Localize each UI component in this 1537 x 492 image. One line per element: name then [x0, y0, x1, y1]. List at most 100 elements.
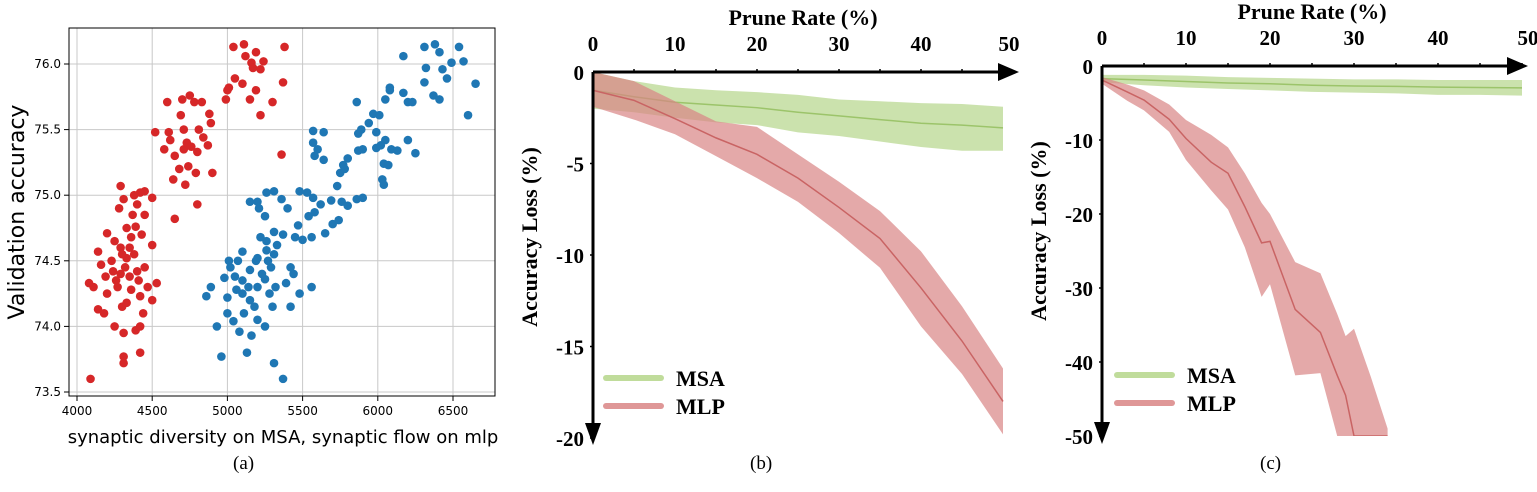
- scatter-point-red: [122, 223, 131, 233]
- mean-line-msa: [1102, 77, 1522, 89]
- scatter-point-blue: [239, 308, 249, 318]
- scatter-point-red: [194, 125, 204, 134]
- scatter-point-red: [197, 97, 207, 107]
- legend-label-mlp: MLP: [676, 394, 725, 419]
- scatter-point-red: [86, 374, 95, 384]
- scatter-point-blue: [253, 315, 262, 325]
- scatter-point-blue: [277, 194, 286, 204]
- scatter-point-red: [119, 328, 128, 338]
- scatter-point-red: [239, 40, 249, 49]
- scatter-point-red: [164, 127, 174, 137]
- x-tick-label: 50: [1518, 26, 1537, 50]
- scatter-point-red: [165, 135, 175, 145]
- scatter-point-red: [138, 308, 148, 318]
- scatter-point-red: [129, 249, 139, 259]
- scatter-point-blue: [384, 160, 393, 170]
- scatter-point-red: [191, 168, 201, 178]
- x-axis-title: Prune Rate (%): [728, 5, 877, 30]
- scatter-point-blue: [420, 42, 429, 52]
- scatter-point-red: [93, 247, 103, 256]
- scatter-point-red: [126, 232, 136, 242]
- scatter-point-blue: [343, 201, 353, 210]
- plot-area: [593, 72, 1004, 435]
- scatter-point-blue: [319, 155, 328, 165]
- scatter-point-blue: [242, 348, 252, 357]
- x-tick-label: 5500: [287, 404, 318, 418]
- x-axis-title: Prune Rate (%): [1237, 0, 1386, 24]
- scatter-point-red: [180, 180, 190, 190]
- scatter-point-red: [126, 285, 136, 294]
- x-tick-label: 30: [1344, 26, 1365, 50]
- scatter-point-blue: [358, 193, 368, 203]
- scatter-point-red: [143, 282, 152, 292]
- scatter-point-blue: [302, 188, 312, 197]
- scatter-point-blue: [250, 302, 259, 312]
- scatter-point-red: [203, 141, 213, 150]
- x-tick-label: 5000: [212, 404, 243, 418]
- scatter-point-blue: [251, 256, 261, 266]
- scatter-point-red: [135, 291, 145, 301]
- scatter-point-blue: [371, 127, 381, 137]
- scatter-point-blue: [202, 291, 211, 301]
- scatter-point-red: [280, 42, 289, 52]
- confidence-band-mlp: [593, 72, 1003, 435]
- scatter-point-blue: [364, 118, 374, 128]
- scatter-point-blue: [307, 282, 316, 292]
- x-tick-label: 40: [911, 32, 932, 56]
- scatter-point-red: [96, 260, 106, 270]
- scatter-point-red: [152, 278, 162, 288]
- scatter-point-blue: [308, 193, 318, 203]
- scatter-point-blue: [358, 144, 368, 154]
- caption-a: (a): [233, 453, 255, 474]
- scatter-point-red: [117, 249, 127, 259]
- scatter-point-red: [131, 222, 140, 231]
- x-tick-label: 0: [1097, 26, 1108, 50]
- scatter-point-blue: [233, 256, 243, 266]
- scatter-point-red: [119, 352, 128, 361]
- scatter-point-red: [116, 181, 125, 191]
- scatter-point-red: [135, 188, 145, 197]
- scatter-point-red: [150, 127, 160, 137]
- scatter-point-blue: [381, 95, 390, 104]
- scatter-point-red: [147, 295, 157, 305]
- scatter-point-blue: [320, 228, 330, 238]
- scatter-point-blue: [289, 269, 298, 279]
- scatter-point-red: [122, 298, 131, 308]
- scatter-point-red: [248, 63, 258, 73]
- x-tick-label: 20: [1260, 26, 1281, 50]
- scatter-point-blue: [459, 57, 468, 66]
- scatter-point-red: [177, 95, 187, 104]
- scatter-point-blue: [316, 200, 325, 209]
- scatter-point-red: [132, 200, 142, 209]
- scatter-point-blue: [332, 181, 342, 191]
- scatter-point-red: [268, 97, 277, 107]
- scatter-point-blue: [272, 240, 282, 250]
- scatter-point-blue: [244, 282, 253, 292]
- scatter-point-blue: [229, 316, 238, 326]
- scatter-point-blue: [262, 188, 271, 197]
- scatter-point-blue: [260, 322, 270, 331]
- scatter-point-red: [193, 147, 202, 157]
- scatter-point-blue: [269, 186, 279, 196]
- scatter-point-red: [183, 162, 193, 171]
- scatter-point-blue: [403, 135, 413, 145]
- scatter-point-blue: [290, 232, 300, 242]
- scatter-point-blue: [399, 88, 408, 98]
- mean-line-mlp: [593, 89, 1004, 402]
- scatter-point-blue: [438, 64, 447, 74]
- scatter-point-red: [208, 168, 217, 178]
- scatter-point-red: [147, 240, 157, 250]
- y-axis-label: Validation accuracy: [5, 105, 30, 320]
- scatter-point-red: [170, 151, 180, 161]
- scatter-point-red: [134, 276, 143, 285]
- scatter-point-blue: [421, 63, 431, 73]
- scatter-point-red: [110, 322, 119, 331]
- scatter-point-blue: [245, 295, 255, 305]
- scatter-point-red: [147, 193, 157, 203]
- scatter-point-red: [102, 228, 112, 238]
- x-tick-label: 20: [747, 32, 768, 56]
- scatter-point-blue: [212, 322, 222, 331]
- scatter-point-blue: [308, 126, 318, 136]
- y-tick-label: -40: [1065, 351, 1093, 375]
- x-tick-label: 30: [829, 32, 850, 56]
